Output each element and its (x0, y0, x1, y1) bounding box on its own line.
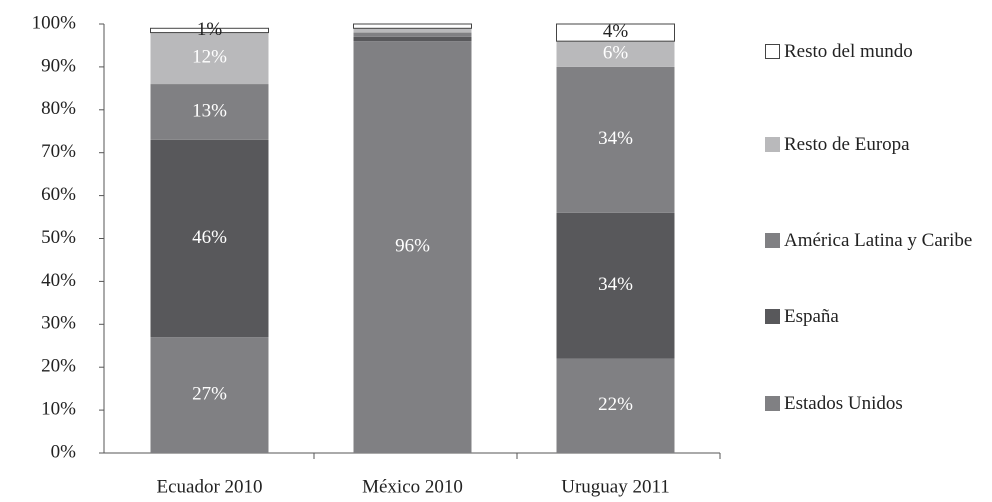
y-tick-label: 0% (51, 441, 77, 462)
data-label: 96% (395, 235, 430, 256)
legend-item: Estados Unidos (765, 392, 990, 416)
y-tick-label: 50% (41, 227, 76, 248)
bar-segment (556, 23, 675, 42)
x-tick-label: Ecuador 2010 (156, 476, 262, 497)
bar-segment (150, 337, 269, 453)
bar-segment (150, 139, 269, 338)
y-tick-label: 80% (41, 98, 76, 119)
bar-segment (353, 36, 472, 42)
y-tick-label: 90% (41, 55, 76, 76)
legend-item: España (765, 305, 990, 329)
data-label: 22% (598, 394, 633, 415)
legend-swatch (765, 233, 780, 248)
bar-segment (556, 212, 675, 359)
data-label: 13% (192, 100, 227, 121)
bar-segment (150, 32, 269, 85)
legend-label: América Latina y Caribe (784, 230, 973, 251)
y-tick-label: 30% (41, 313, 76, 334)
x-tick-label: Uruguay 2011 (561, 476, 670, 497)
legend-item: Resto del mundo (765, 40, 990, 64)
bar-segment (353, 41, 472, 453)
y-tick-label: 100% (32, 12, 77, 33)
legend-item: Resto de Europa (765, 133, 990, 157)
bar-segment (150, 84, 269, 140)
data-label: 12% (192, 47, 227, 68)
data-label: 6% (603, 42, 629, 63)
legend-swatch (765, 137, 780, 152)
data-label: 4% (603, 21, 629, 42)
legend-swatch (765, 396, 780, 411)
y-tick-label: 20% (41, 356, 76, 377)
data-label: 27% (192, 383, 227, 404)
data-label: 34% (598, 274, 633, 295)
bar-segment (150, 27, 269, 34)
data-label: 1% (197, 19, 223, 40)
bar-segment (556, 41, 675, 67)
bar-segment (556, 66, 675, 213)
bar-segment (556, 358, 675, 453)
y-tick-label: 10% (41, 398, 76, 419)
y-tick-label: 60% (41, 184, 76, 205)
x-tick-label: México 2010 (362, 476, 463, 497)
legend-label: Resto de Europa (784, 134, 910, 155)
bar-segment (353, 28, 472, 33)
legend-label: España (784, 306, 839, 327)
bar-segment (353, 23, 472, 29)
y-tick-label: 70% (41, 141, 76, 162)
data-label: 46% (192, 227, 227, 248)
bar-segment (353, 32, 472, 37)
legend-swatch (765, 309, 780, 324)
legend-label: Resto del mundo (784, 41, 913, 62)
y-tick-label: 40% (41, 270, 76, 291)
legend-item: América Latina y Caribe (765, 229, 990, 253)
data-label: 34% (598, 128, 633, 149)
legend-swatch (765, 44, 780, 59)
legend-label: Estados Unidos (784, 393, 903, 414)
